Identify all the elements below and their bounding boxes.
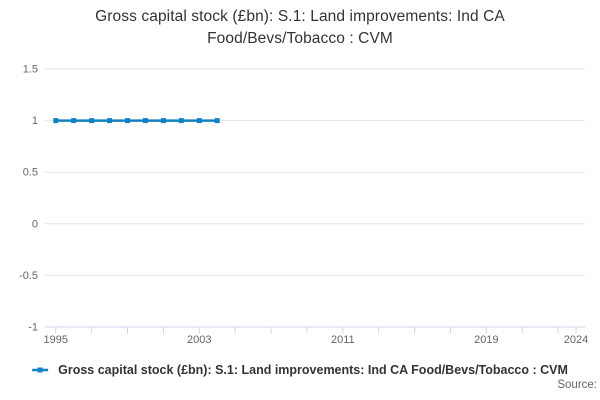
data-point-1997[interactable] — [89, 118, 95, 124]
x-axis-label: 1995 — [44, 334, 68, 346]
data-point-2002[interactable] — [178, 118, 184, 124]
y-axis-label: -1 — [28, 322, 38, 334]
data-point-1996[interactable] — [71, 118, 77, 124]
legend-item-label: Gross capital stock (£bn): S.1: Land imp… — [58, 363, 568, 377]
legend: Gross capital stock (£bn): S.1: Land imp… — [0, 361, 600, 379]
data-point-2001[interactable] — [160, 118, 166, 124]
y-axis-label: -0.5 — [19, 270, 38, 282]
x-axis-label: 2024 — [564, 334, 588, 346]
data-point-2003[interactable] — [196, 118, 202, 124]
data-point-1995[interactable] — [53, 118, 59, 124]
chart-title-line-2: Food/Bevs/Tobacco : CVM — [207, 30, 393, 47]
y-axis-label: 1.5 — [23, 64, 38, 76]
chart-title-line-1: Gross capital stock (£bn): S.1: Land imp… — [95, 8, 505, 25]
data-point-1998[interactable] — [107, 118, 113, 124]
x-axis-label: 2019 — [474, 334, 498, 346]
y-axis-label: 0 — [32, 218, 38, 230]
source-label: Source: — [557, 379, 597, 391]
data-point-1999[interactable] — [125, 118, 131, 124]
legend-series-marker-icon — [32, 367, 49, 373]
plot-area: 1.5 1 0.5 0 -0.5 -1 1995 2003 2011 2019 2024 — [19, 64, 588, 347]
legend-item[interactable]: Gross capital stock (£bn): S.1: Land imp… — [32, 361, 568, 379]
chart-title: Gross capital stock (£bn): S.1: Land imp… — [0, 6, 600, 50]
data-point-2000[interactable] — [142, 118, 148, 124]
y-axis-label: 0.5 — [23, 167, 38, 179]
data-point-2004[interactable] — [214, 118, 220, 124]
x-axis-label: 2011 — [331, 334, 355, 346]
x-axis-label: 2003 — [187, 334, 211, 346]
y-axis-label: 1 — [32, 115, 38, 127]
